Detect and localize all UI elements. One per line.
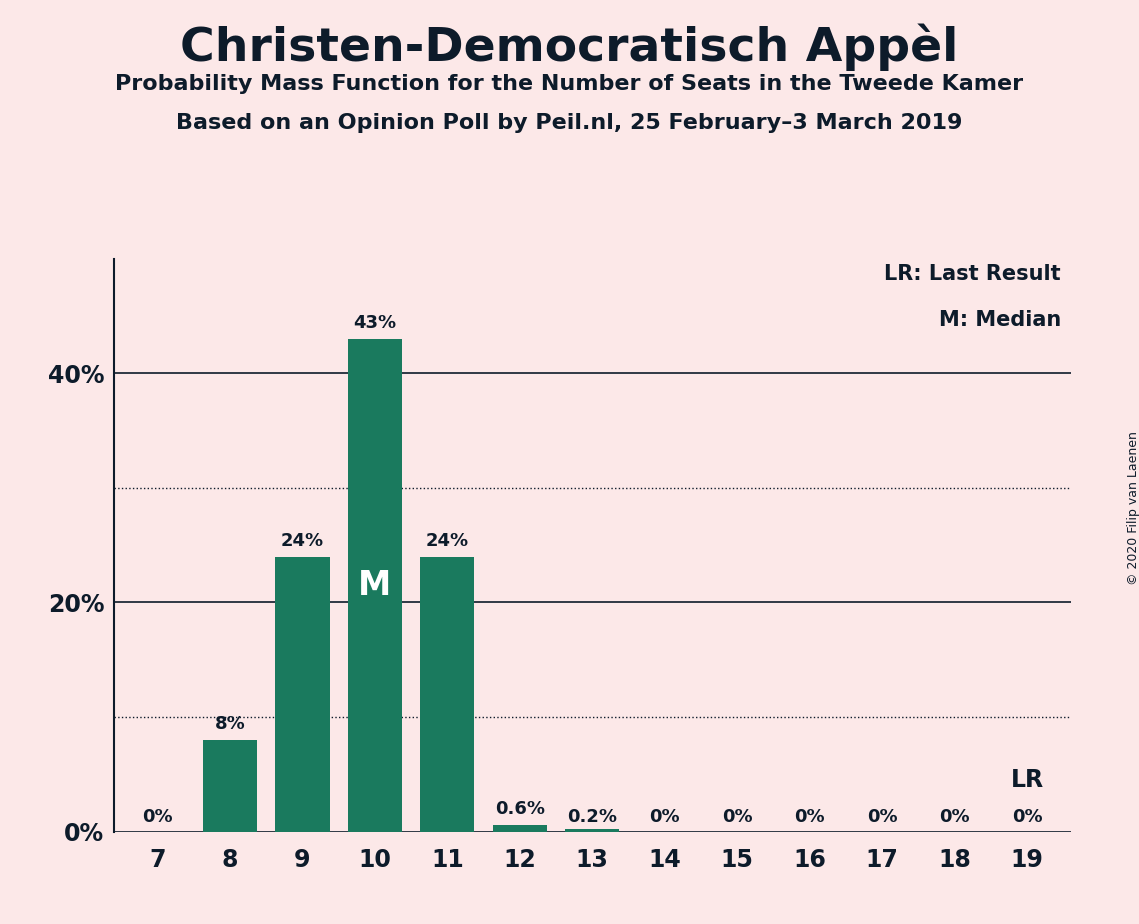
Text: 0%: 0% <box>649 808 680 826</box>
Bar <box>420 556 475 832</box>
Text: 0%: 0% <box>722 808 753 826</box>
Text: 0%: 0% <box>794 808 825 826</box>
Text: © 2020 Filip van Laenen: © 2020 Filip van Laenen <box>1126 432 1139 585</box>
Bar <box>347 339 402 832</box>
Text: 0.2%: 0.2% <box>567 808 617 826</box>
Bar <box>565 830 620 832</box>
Text: Christen-Democratisch Appèl: Christen-Democratisch Appèl <box>180 23 959 70</box>
Text: 0%: 0% <box>940 808 970 826</box>
Bar <box>276 556 329 832</box>
Text: Probability Mass Function for the Number of Seats in the Tweede Kamer: Probability Mass Function for the Number… <box>115 74 1024 94</box>
Text: 0.6%: 0.6% <box>494 800 544 818</box>
Text: 0%: 0% <box>1011 808 1042 826</box>
Text: 8%: 8% <box>214 715 245 733</box>
Text: LR: Last Result: LR: Last Result <box>885 264 1062 285</box>
Text: 24%: 24% <box>426 531 469 550</box>
Text: M: M <box>358 569 392 602</box>
Text: 0%: 0% <box>142 808 173 826</box>
Text: 0%: 0% <box>867 808 898 826</box>
Text: 24%: 24% <box>281 531 323 550</box>
Text: Based on an Opinion Poll by Peil.nl, 25 February–3 March 2019: Based on an Opinion Poll by Peil.nl, 25 … <box>177 113 962 133</box>
Bar <box>203 740 257 832</box>
Text: 43%: 43% <box>353 314 396 332</box>
Text: LR: LR <box>1010 768 1043 792</box>
Bar <box>492 825 547 832</box>
Text: M: Median: M: Median <box>939 310 1062 330</box>
